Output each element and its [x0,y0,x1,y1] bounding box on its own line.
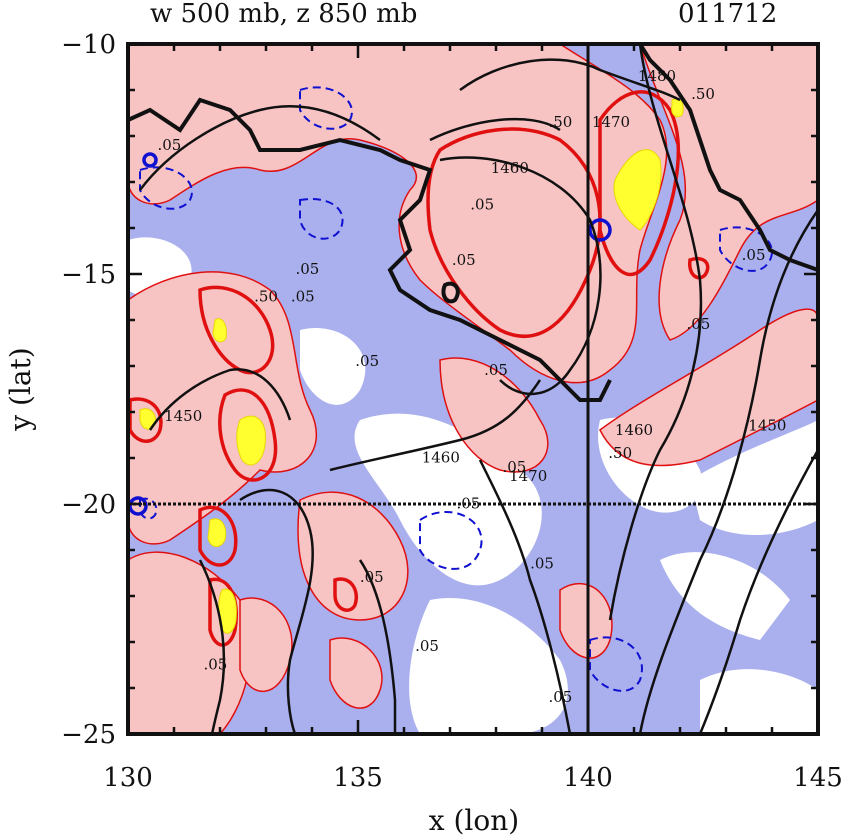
contour-label: 1460 [422,449,460,467]
contour-label: 1450 [164,407,202,425]
contour-labels: 1480 1470 1460 1460 1470 1460 1450 1450 .05 .05 .0… [157,67,786,706]
contour-label: .05 [291,288,315,306]
y-tick-label: −20 [61,490,116,520]
figure-timestamp: 011712 [678,0,777,29]
plot-frame [126,42,820,736]
descent-contours [139,86,773,692]
contour-label: .05 [415,637,439,655]
plot-area: 1480 1470 1460 1460 1470 1460 1450 1450 .05 .05 .0… [128,44,818,734]
x-tick-label: 145 [793,763,843,793]
y-axis-label: y (lat) [4,347,37,431]
tick-labels: 130 135 140 145 −10 −15 −20 −25 [61,30,843,793]
contour-label: 1460 [491,159,529,177]
figure-title: w 500 mb, z 850 mb [150,0,417,29]
contour-label: .05 [295,260,319,278]
strong-ascent-cores [139,98,684,634]
contour-label: 1470 [509,467,547,485]
x-tick-label: 135 [333,763,383,793]
y-tick-label: −15 [61,260,116,290]
contour-label: .05 [686,315,710,333]
contour-label: .05 [484,361,508,379]
contour-label: .05 [742,246,766,264]
contour-label: 1470 [592,113,630,131]
contour-label: .05 [470,196,494,214]
contour-label: 1460 [615,421,653,439]
contour-label: .05 [530,554,554,572]
axis-ticks [126,42,820,736]
contour-label: .50 [608,444,632,462]
contour-label: .05 [355,352,379,370]
contour-label: .05 [452,251,476,269]
contour-label: .05 [157,136,181,154]
contour-label: .50 [691,85,715,103]
contour-label: .05 [360,568,384,586]
coastline [128,44,818,402]
y-tick-label: −10 [61,30,116,60]
contour-label: 1450 [748,416,786,434]
x-tick-label: 130 [103,763,153,793]
strong-ascent-contours [128,90,710,647]
height-contours [139,44,818,734]
x-tick-label: 140 [563,763,613,793]
contour-label: .50 [254,288,278,306]
contour-label: .05 [203,656,227,674]
y-tick-label: −25 [61,720,116,750]
reference-lines [128,44,818,734]
contour-label: .05 [456,495,480,513]
contour-label: .05 [548,688,572,706]
contour-label: .05 [502,458,526,476]
x-axis-label: x (lon) [429,804,519,837]
contour-label: 1480 [638,67,676,85]
contour-label: .50 [548,113,572,131]
